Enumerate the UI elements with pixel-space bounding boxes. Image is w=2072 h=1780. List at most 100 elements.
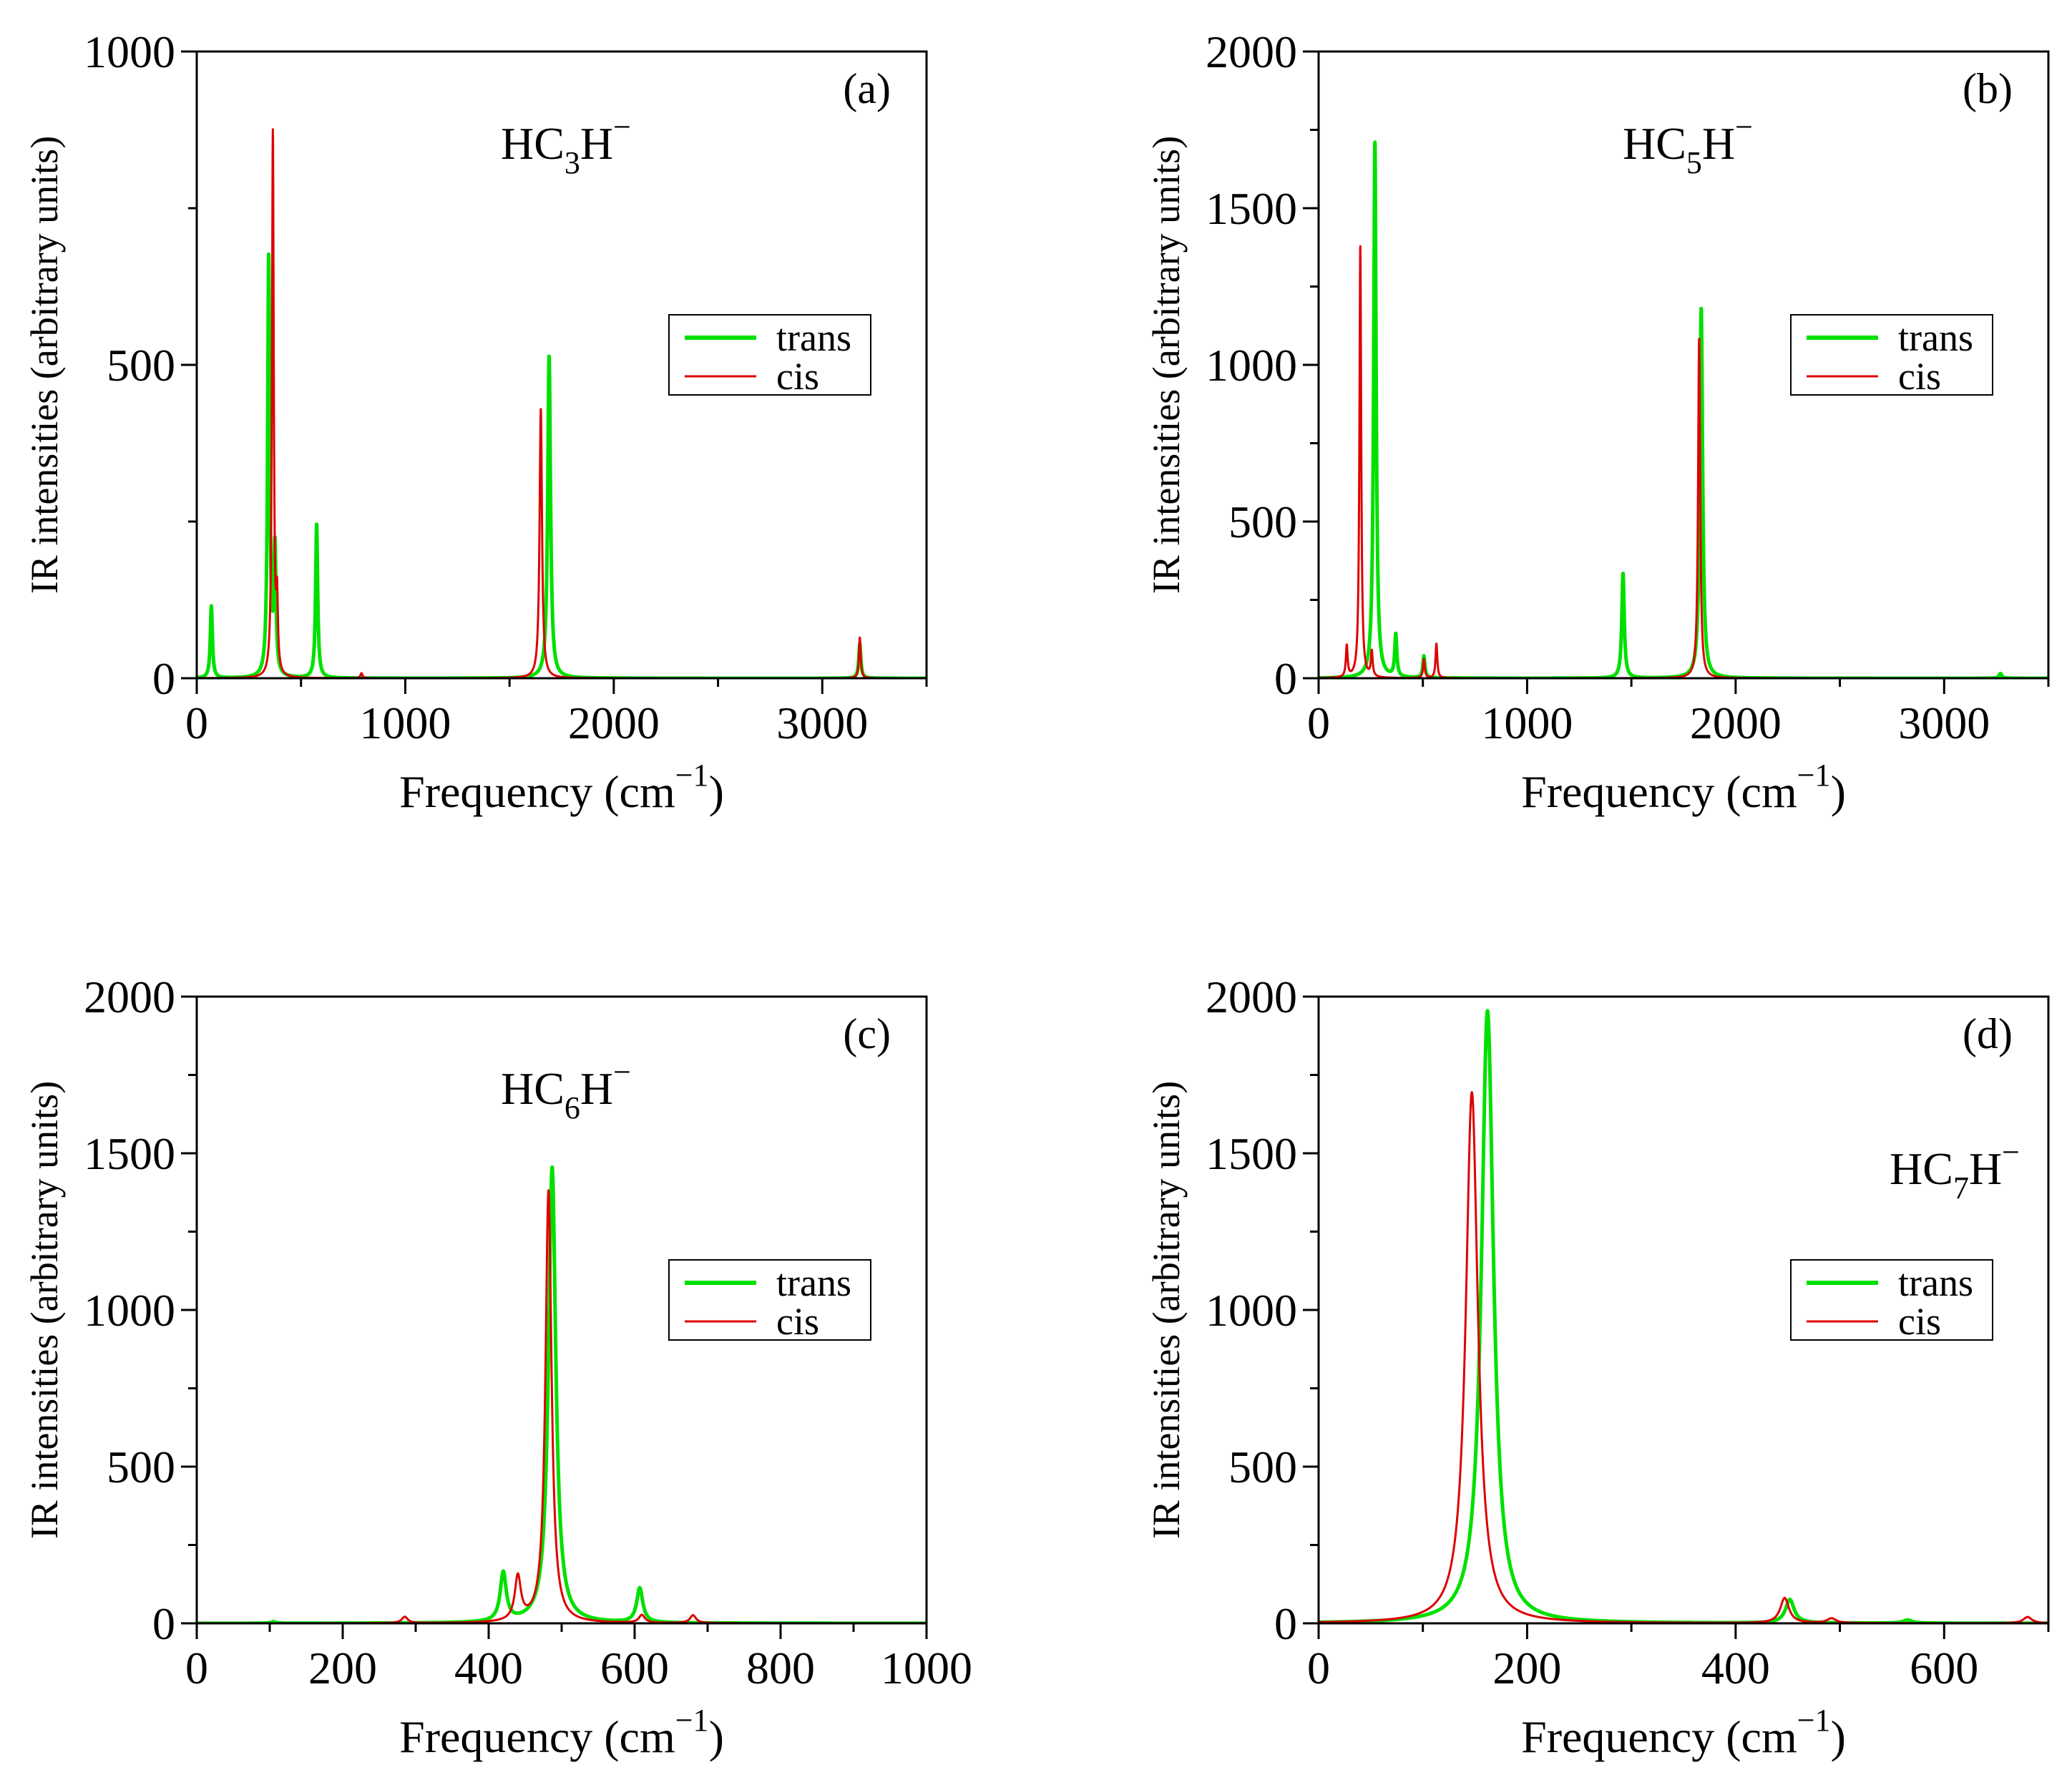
y-tick-label: 1500 [1206,1128,1297,1179]
series-line-trans [1319,140,2048,678]
molecule-superscript: − [613,1055,631,1090]
x-axis-label-text: Frequency (cm [1521,1711,1797,1762]
series-line-trans [197,1165,927,1623]
molecule-label: HC7H− [1890,1135,2020,1206]
y-tick-label: 0 [1274,1598,1297,1649]
x-axis-label-close: ) [709,766,724,817]
series-line-cis [197,128,927,678]
x-axis-label: Frequency (cm−1) [399,1703,724,1762]
legend-label-cis: cis [776,355,819,398]
legend-label-trans: trans [776,1261,851,1304]
x-tick-label: 200 [1492,1643,1561,1693]
x-tick-label: 3000 [1898,698,1990,748]
x-tick-label: 0 [1307,1643,1330,1693]
y-tick-label: 500 [1228,1442,1297,1492]
x-axis-label-close: ) [1831,766,1846,817]
x-tick-label: 1000 [881,1643,972,1693]
y-tick-label: 1000 [84,1285,175,1336]
legend-box [668,314,871,396]
x-axis-label: Frequency (cm−1) [399,758,724,817]
x-tick-label: 200 [308,1643,377,1693]
y-tick-label: 500 [107,340,175,391]
molecule-subscript: 7 [1953,1170,1969,1206]
x-tick-label: 0 [185,1643,208,1693]
x-tick-label: 600 [1910,1643,1978,1693]
y-tick-label: 0 [152,653,175,704]
legend-label-trans: trans [1898,1261,1973,1304]
molecule-prefix: HC [501,118,565,169]
y-axis-label: IR intensities (arbitrary units) [1145,1081,1188,1539]
molecule-subscript: 6 [565,1090,580,1125]
y-tick-label: 1500 [1206,183,1297,234]
panel-c: 0 200 400 600 800 1000 0 500 1000 1500 2000 Frequen… [23,972,972,1762]
y-tick-label: 2000 [1206,26,1297,77]
panel-b: 0 1000 2000 3000 0 500 1000 1500 2000 Frequency (… [1145,26,2050,817]
panel-label: (b) [1963,65,2013,112]
molecule-base: H [1702,118,1735,169]
x-axis-label-close: ) [1831,1711,1846,1762]
legend-label-cis: cis [776,1300,819,1343]
panel-label: (d) [1963,1010,2013,1057]
y-tick-label: 2000 [1206,972,1297,1022]
series-line-cis [1319,245,2048,678]
x-tick-label: 3000 [776,698,868,748]
y-tick-label: 1500 [84,1128,175,1179]
panel-label: (a) [843,65,891,112]
molecule-label: HC5H− [1623,109,1753,180]
x-axis-label: Frequency (cm−1) [1521,758,1846,817]
molecule-base: H [1969,1143,2002,1194]
y-tick-label: 500 [107,1442,175,1492]
molecule-label: HC6H− [501,1055,631,1125]
y-tick-label: 0 [1274,653,1297,704]
molecule-superscript: − [2002,1135,2020,1170]
molecule-subscript: 5 [1686,145,1702,180]
y-tick-label: 1000 [84,26,175,77]
x-tick-label: 2000 [1690,698,1782,748]
molecule-subscript: 3 [565,145,580,180]
legend-box [1790,314,1993,396]
molecule-superscript: − [1735,109,1753,145]
x-tick-label: 2000 [568,698,660,748]
x-tick-label: 1000 [1481,698,1573,748]
legend-label-cis: cis [1898,1300,1941,1343]
x-axis-label-close: ) [709,1711,724,1762]
x-axis-label-sup: −1 [1797,758,1831,793]
x-axis-label-sup: −1 [1797,1703,1831,1738]
x-tick-label: 0 [1307,698,1330,748]
x-axis-label-sup: −1 [675,758,709,793]
x-tick-label: 400 [454,1643,523,1693]
x-axis-label: Frequency (cm−1) [1521,1703,1846,1762]
molecule-base: H [580,1063,613,1114]
legend-label-trans: trans [1898,316,1973,359]
x-axis-label-sup: −1 [675,1703,709,1738]
molecule-label: HC3H− [501,109,631,180]
y-tick-label: 500 [1228,497,1297,547]
y-tick-label: 1000 [1206,1285,1297,1336]
x-axis-label-text: Frequency (cm [399,1711,675,1762]
x-tick-label: 0 [185,698,208,748]
x-axis-label-text: Frequency (cm [1521,766,1797,817]
molecule-prefix: HC [1623,118,1686,169]
molecule-prefix: HC [1890,1143,1953,1194]
legend-box [668,1259,871,1341]
legend-box [1790,1259,1993,1341]
x-tick-label: 400 [1701,1643,1770,1693]
x-axis-label-text: Frequency (cm [399,766,675,817]
molecule-superscript: − [613,109,631,145]
molecule-base: H [580,118,613,169]
y-tick-label: 0 [152,1598,175,1649]
x-tick-label: 600 [600,1643,669,1693]
legend-label-trans: trans [776,316,851,359]
y-tick-label: 1000 [1206,340,1297,391]
y-axis-label: IR intensities (arbitrary units) [1145,136,1188,594]
x-tick-label: 1000 [359,698,451,748]
panel-a: 0 1000 2000 3000 0 500 1000 Frequency (cm−1) IR … [23,26,928,817]
y-tick-label: 2000 [84,972,175,1022]
y-axis-label: IR intensities (arbitrary units) [23,1081,66,1539]
y-axis-label: IR intensities (arbitrary units) [23,136,66,594]
legend-label-cis: cis [1898,355,1941,398]
panel-label: (c) [843,1010,891,1057]
molecule-prefix: HC [501,1063,565,1114]
